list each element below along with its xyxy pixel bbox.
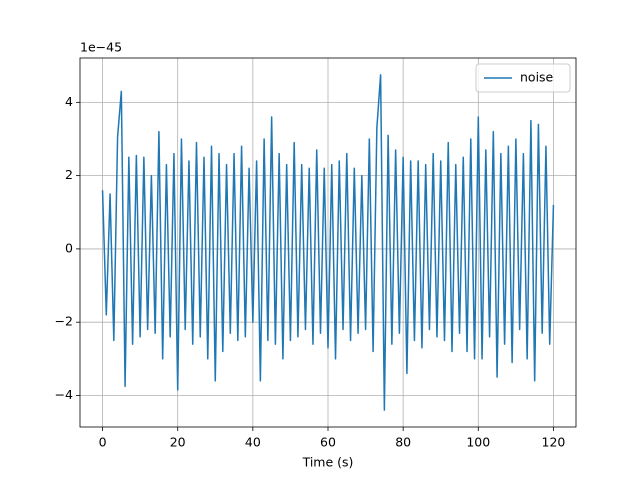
offset-text: 1e−45 [80, 40, 122, 55]
x-axis-label: Time (s) [302, 455, 354, 470]
axes-frame [79, 57, 577, 428]
y-tick-label: −4 [55, 387, 73, 402]
x-tick-label: 120 [542, 435, 566, 450]
legend-box [475, 63, 571, 93]
x-tick-label: 0 [99, 435, 107, 450]
x-tick-label: 60 [320, 435, 336, 450]
legend-label: noise [520, 70, 554, 85]
x-tick-label: 20 [170, 435, 186, 450]
y-tick-label: −2 [55, 314, 73, 329]
y-tick-label: 4 [65, 94, 73, 109]
y-tick-label: 2 [65, 167, 73, 182]
y-tick-label: 0 [65, 240, 73, 255]
series-line [101, 74, 555, 411]
x-tick-label: 80 [395, 435, 411, 450]
x-tick-label: 40 [245, 435, 261, 450]
x-tick-label: 100 [466, 435, 490, 450]
